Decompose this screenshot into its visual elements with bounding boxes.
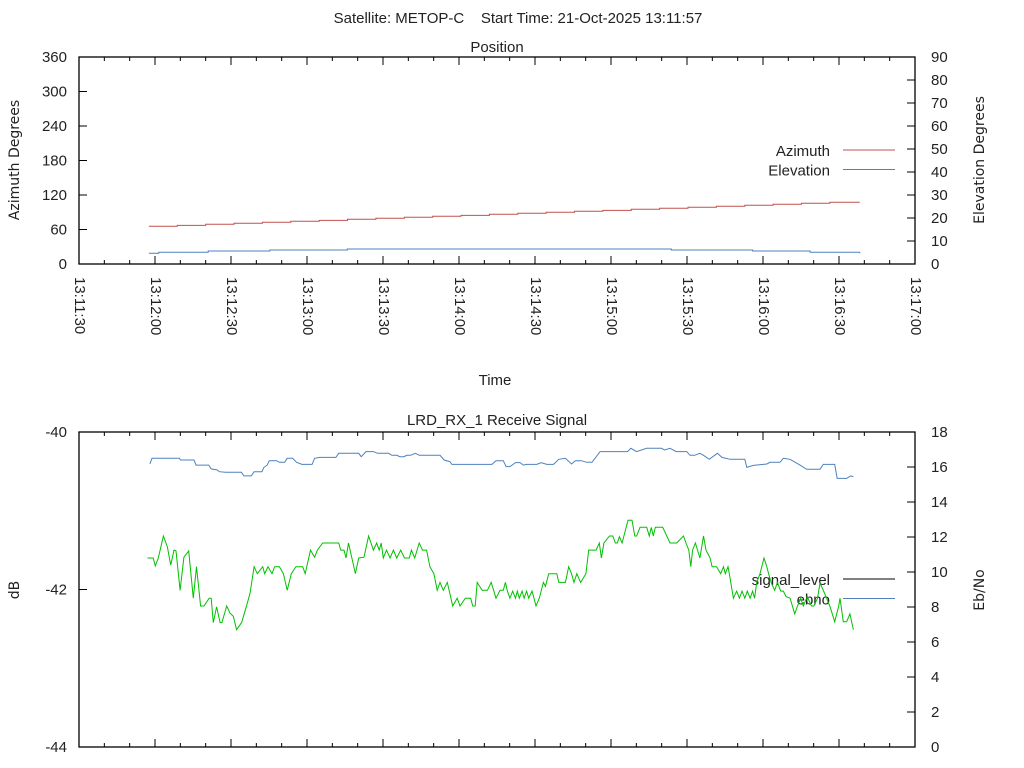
y2-tick-label: 30 (931, 187, 948, 204)
legend-label-elevation: Elevation (768, 163, 830, 180)
y-tick-label: 300 (42, 84, 67, 101)
x-tick-label: 13:17:00 (907, 277, 924, 335)
legend-label-ebno: ebno (797, 592, 830, 609)
position-plot: Position Azimuth Degrees Elevation Degre… (7, 39, 988, 389)
x-tick-label: 13:12:00 (147, 277, 164, 335)
x-tick-label: 13:14:00 (451, 277, 468, 335)
receive-signal-plot: LRD_RX_1 Receive Signal dB Eb/No -40 -42 -… (7, 412, 988, 756)
y2-tick-label: 20 (931, 210, 948, 227)
y2-tick-label: 10 (931, 564, 948, 581)
y-tick-label: 0 (59, 256, 67, 273)
plot-title-receive-signal: LRD_RX_1 Receive Signal (407, 412, 587, 429)
y2-tick-label: 60 (931, 118, 948, 135)
y-tick-label: 120 (42, 187, 67, 204)
y2-tick-label: 50 (931, 141, 948, 158)
x-tick-label: 13:14:30 (527, 277, 544, 335)
series-line-ebno (149, 447, 854, 479)
y-tick-label: -42 (45, 582, 67, 599)
y-tick-label: -40 (45, 424, 67, 441)
plot-frame (78, 56, 916, 265)
y2-tick-label: 10 (931, 233, 948, 250)
y2-tick-label: 80 (931, 72, 948, 89)
x-tick-label: 13:13:30 (375, 277, 392, 335)
plot-title-position: Position (470, 39, 523, 56)
series-line-unlabeled-signal (147, 519, 854, 631)
y2-tick-label: 0 (931, 256, 939, 273)
y2-tick-label: 70 (931, 95, 948, 112)
y2-axis-label: Elevation Degrees (972, 96, 988, 224)
x-tick-label: 13:15:30 (679, 277, 696, 335)
y2-axis-label: Eb/No (972, 569, 988, 611)
y2-tick-label: 2 (931, 704, 939, 721)
x-axis-label: Time (479, 372, 512, 389)
x-tick-label: 13:16:30 (831, 277, 848, 335)
y-tick-label: 60 (50, 222, 67, 239)
plot-frame (78, 431, 916, 748)
y2-tick-label: 18 (931, 424, 948, 441)
y2-tick-label: 90 (931, 49, 948, 66)
x-tick-label: 13:15:00 (603, 277, 620, 335)
x-tick-label: 13:12:30 (223, 277, 240, 335)
y2-tick-label: 6 (931, 634, 939, 651)
x-tick-label: 13:13:00 (299, 277, 316, 335)
y-tick-label: 180 (42, 153, 67, 170)
x-tick-label: 13:11:30 (71, 277, 88, 334)
legend-label-signal-level: signal_level (752, 572, 830, 589)
y2-tick-label: 12 (931, 529, 948, 546)
y-axis-label: Azimuth Degrees (7, 100, 23, 220)
y-tick-label: 240 (42, 118, 67, 135)
series-line-azimuth (148, 201, 860, 227)
y2-tick-label: 16 (931, 459, 948, 476)
legend-label-azimuth: Azimuth (776, 143, 830, 160)
y2-tick-label: 4 (931, 669, 939, 686)
y2-tick-label: 14 (931, 494, 948, 511)
y-axis-label: dB (7, 581, 23, 600)
y-tick-label: 360 (42, 49, 67, 66)
x-tick-label: 13:16:00 (755, 277, 772, 335)
y2-tick-label: 8 (931, 599, 939, 616)
y-tick-label: -44 (45, 739, 67, 756)
page-title: Satellite: METOP-C Start Time: 21-Oct-20… (334, 10, 703, 27)
y2-tick-label: 0 (931, 739, 939, 756)
series-line-elevation (148, 248, 861, 254)
y2-tick-label: 40 (931, 164, 948, 181)
